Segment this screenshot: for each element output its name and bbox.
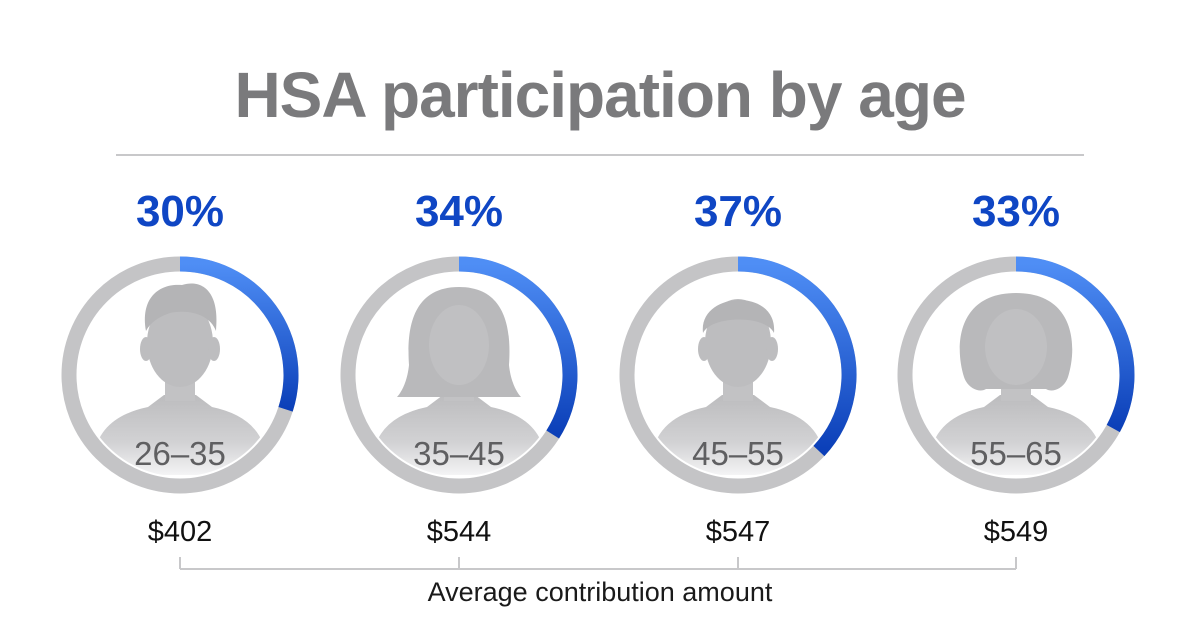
participation-label: 34% xyxy=(415,187,503,236)
silhouette-ear xyxy=(208,337,220,361)
contribution-label: $402 xyxy=(148,516,213,548)
age-label: 45–55 xyxy=(692,435,784,472)
contribution-label: $549 xyxy=(984,516,1049,548)
silhouette-hair xyxy=(702,299,775,333)
age-group-2: 34% 35–45 $544 xyxy=(340,187,578,548)
silhouette-head xyxy=(985,309,1047,385)
silhouette-torso xyxy=(930,395,1102,475)
woman-icon xyxy=(373,287,545,475)
silhouette-ear xyxy=(698,337,710,361)
participation-arc xyxy=(1015,256,1135,433)
participation-arc xyxy=(179,256,299,412)
age-label: 26–35 xyxy=(134,435,226,472)
contribution-bracket xyxy=(179,557,1017,570)
participation-arc xyxy=(737,256,857,457)
silhouette-hair xyxy=(144,283,217,331)
age-label: 35–45 xyxy=(413,435,505,472)
silhouette-ear xyxy=(140,337,152,361)
young-man-icon xyxy=(94,283,266,475)
contribution-caption: Average contribution amount xyxy=(427,577,773,607)
silhouette-head xyxy=(147,299,213,387)
participation-arc xyxy=(458,256,578,439)
man-icon xyxy=(652,299,824,475)
contribution-label: $547 xyxy=(706,516,771,548)
silhouette-ear xyxy=(766,337,778,361)
age-group-1: 30% 26–35 $402 xyxy=(61,187,299,548)
silhouette-head xyxy=(429,305,489,385)
silhouette-torso xyxy=(373,395,545,475)
age-group-3: 37% 45–55 $547 xyxy=(619,187,857,548)
age-group-4: 33% 55–65 $549 xyxy=(897,187,1135,548)
age-label: 55–65 xyxy=(970,435,1062,472)
participation-label: 33% xyxy=(972,187,1060,236)
chart-title: HSA participation by age xyxy=(234,59,966,131)
contribution-label: $544 xyxy=(427,516,492,548)
title-divider xyxy=(116,154,1084,156)
older-woman-icon xyxy=(930,293,1102,475)
participation-label: 30% xyxy=(136,187,224,236)
silhouette-torso xyxy=(652,395,824,475)
silhouette-torso xyxy=(94,395,266,475)
participation-label: 37% xyxy=(694,187,782,236)
